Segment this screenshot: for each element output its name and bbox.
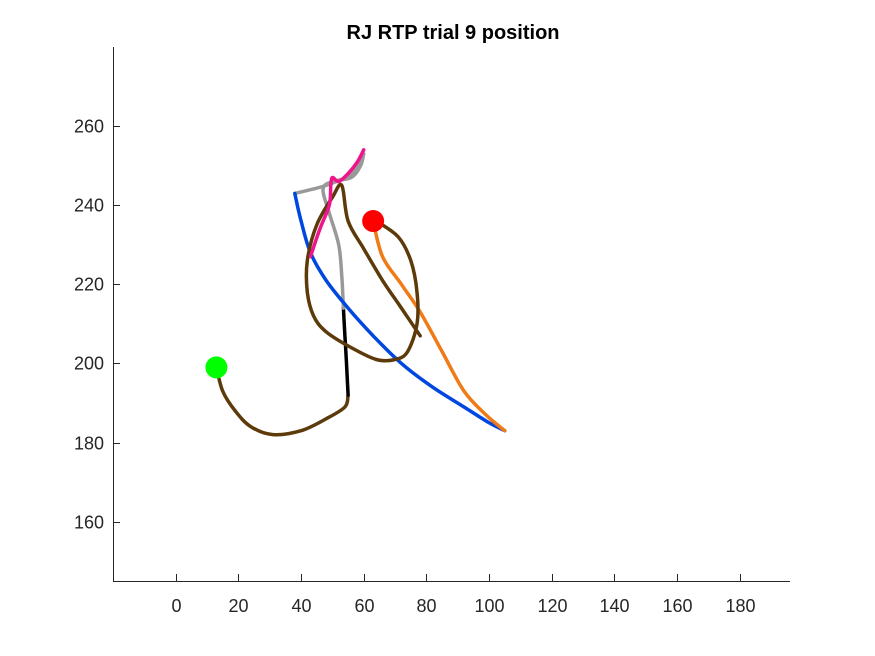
marker-layer [205,210,385,379]
trajectory-segment-1 [214,365,350,437]
x-tick-label: 100 [474,596,504,616]
trajectory-segment-8 [308,148,366,259]
y-tick-label: 160 [74,513,104,533]
x-tick-label: 160 [662,596,692,616]
x-tick-label: 80 [416,596,436,616]
y-tick-label: 180 [74,434,104,454]
trajectory-segment-2 [341,306,350,397]
x-tick-label: 180 [725,596,755,616]
series-layer [214,148,507,437]
trajectory-segment-3 [321,152,366,310]
y-tick-label: 200 [74,354,104,374]
x-tick-label: 20 [228,596,248,616]
trajectory-segment-7 [304,182,422,363]
y-tick-label: 260 [74,117,104,137]
y-ticks: 160 180 200 220 240 260 [74,117,120,533]
x-ticks: 0 20 40 60 80 100 120 140 160 180 [171,574,756,616]
x-tick-label: 60 [354,596,374,616]
trajectory-segment-6 [371,219,507,433]
start-marker [205,356,228,379]
axes [113,47,790,582]
end-marker [362,210,385,233]
x-tick-label: 120 [537,596,567,616]
y-tick-label: 240 [74,196,104,216]
x-tick-label: 40 [291,596,311,616]
x-tick-label: 140 [599,596,629,616]
x-tick-label: 0 [171,596,181,616]
chart-title: RJ RTP trial 9 position [347,22,560,44]
trajectory-segment-5 [293,191,507,433]
y-tick-label: 220 [74,275,104,295]
